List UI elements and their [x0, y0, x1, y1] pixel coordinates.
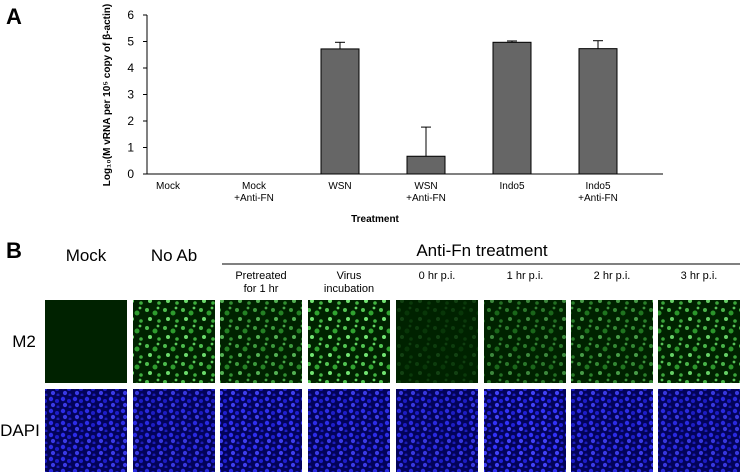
x-tick-label: Mock +Anti-FN	[234, 181, 274, 204]
y-tick-label: 5	[127, 35, 134, 49]
micrograph	[571, 300, 653, 383]
y-axis-label: Log₁₀(M vRNA per 10⁵ copy of β-actin)	[102, 4, 113, 186]
sub-header: Pretreated for 1 hr	[235, 270, 287, 295]
panel-label: B	[6, 238, 22, 263]
micrograph	[220, 389, 302, 472]
micrograph	[45, 389, 127, 472]
sub-header: 1 hr p.i.	[506, 270, 544, 282]
x-tick-label: WSN +Anti-FN	[406, 181, 446, 204]
micrograph	[133, 389, 215, 472]
micrograph	[658, 300, 740, 383]
micrograph	[658, 389, 740, 472]
micrograph	[220, 300, 302, 383]
y-tick-label: 2	[127, 114, 134, 128]
micrograph-bg	[45, 300, 127, 383]
bar	[320, 48, 360, 175]
y-tick-label: 4	[127, 61, 134, 75]
row-label: M2	[12, 332, 36, 351]
bar	[406, 155, 446, 175]
group-header: Anti-Fn treatment	[416, 241, 548, 260]
y-tick-label: 0	[127, 167, 134, 181]
sub-header: Virus incubation	[323, 270, 375, 295]
micrograph	[396, 300, 478, 383]
x-tick-label: Indo5	[499, 181, 525, 192]
panel-label: A	[6, 4, 22, 29]
row-label: DAPI	[0, 421, 40, 440]
bar	[578, 48, 618, 175]
micrograph	[133, 300, 215, 383]
x-tick-label: Mock	[156, 181, 180, 192]
y-tick-label: 1	[127, 141, 134, 155]
sub-header: 3 hr p.i.	[680, 270, 718, 282]
y-tick-label: 3	[127, 88, 134, 102]
micrograph	[396, 389, 478, 472]
y-tick-label: 6	[127, 8, 134, 22]
column-header: Mock	[66, 246, 107, 265]
micrograph	[308, 300, 390, 383]
sub-header: 0 hr p.i.	[418, 270, 456, 282]
column-header: No Ab	[151, 246, 197, 265]
x-axis-label: Treatment	[351, 214, 399, 225]
micrograph	[484, 300, 566, 383]
micrograph	[484, 389, 566, 472]
x-tick-label: WSN	[328, 181, 352, 192]
x-tick-label: Indo5 +Anti-FN	[578, 181, 618, 204]
bar	[492, 41, 532, 175]
micrograph	[571, 389, 653, 472]
micrograph	[308, 389, 390, 472]
sub-header: 2 hr p.i.	[593, 270, 631, 282]
